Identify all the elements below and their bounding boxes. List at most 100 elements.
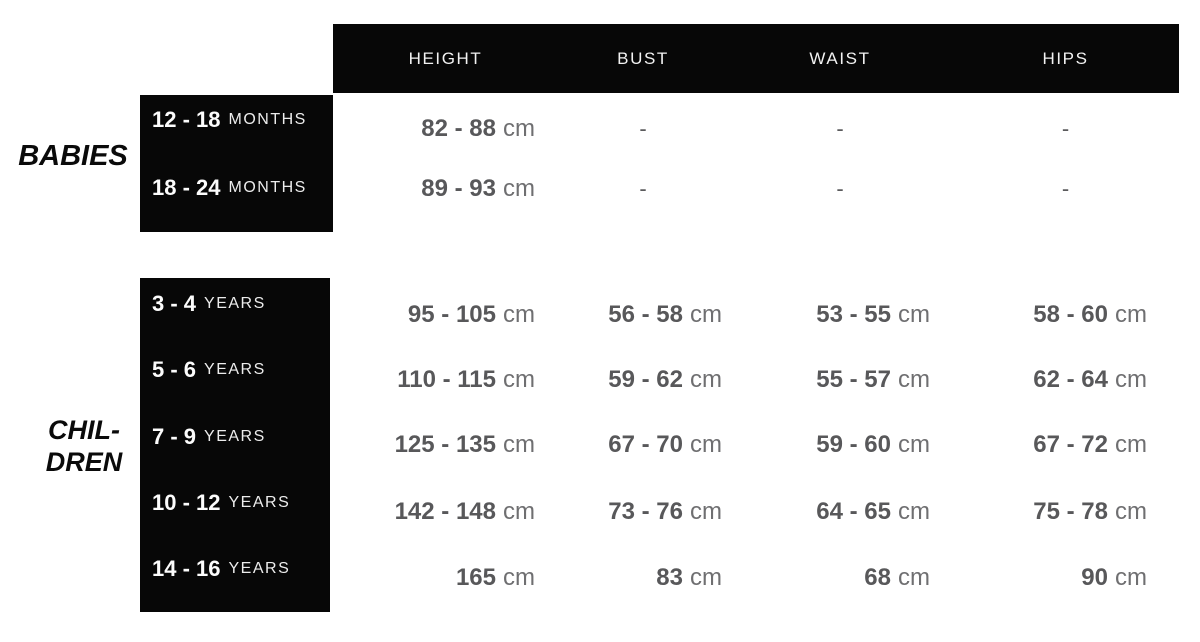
waist-unit: cm bbox=[898, 431, 930, 458]
age-range: 3 - 4 bbox=[152, 291, 197, 316]
hips-cell: 58 - 60 cm bbox=[952, 301, 1179, 329]
table-row: 95 - 105 cm 56 - 58 cm 53 - 55 cm 58 - 60 cm bbox=[333, 301, 1179, 329]
bust-cell: - bbox=[558, 176, 728, 202]
waist-unit: cm bbox=[898, 301, 930, 328]
children-age-box: 3 - 4 YEARS 5 - 6 YEARS 7 - 9 YEARS 10 -… bbox=[140, 278, 330, 612]
height-unit: cm bbox=[503, 301, 535, 328]
waist-unit: cm bbox=[898, 366, 930, 393]
waist-value: - bbox=[836, 116, 844, 141]
age-range: 5 - 6 bbox=[152, 357, 197, 382]
height-cell: 125 - 135 cm bbox=[333, 431, 558, 459]
age-range: 7 - 9 bbox=[152, 424, 197, 449]
age-row: 18 - 24 MONTHS bbox=[152, 174, 307, 202]
hips-value: 62 - 64 bbox=[1033, 366, 1108, 393]
age-unit: MONTHS bbox=[228, 111, 307, 128]
bust-unit: cm bbox=[690, 431, 722, 458]
table-row: 165 cm 83 cm 68 cm 90 cm bbox=[333, 564, 1179, 592]
babies-age-box: 12 - 18 MONTHS 18 - 24 MONTHS bbox=[140, 95, 333, 232]
hips-cell: 67 - 72 cm bbox=[952, 431, 1179, 459]
height-cell: 95 - 105 cm bbox=[333, 301, 558, 329]
waist-cell: 64 - 65 cm bbox=[728, 498, 952, 526]
waist-value: 68 bbox=[864, 564, 891, 591]
table-row: 110 - 115 cm 59 - 62 cm 55 - 57 cm 62 - 64 c… bbox=[333, 366, 1179, 394]
hips-value: - bbox=[1061, 176, 1070, 201]
age-unit: YEARS bbox=[228, 494, 291, 511]
height-value: 82 - 88 bbox=[421, 115, 496, 142]
waist-cell: 68 cm bbox=[728, 564, 952, 592]
bust-cell: 73 - 76 cm bbox=[558, 498, 728, 526]
hips-cell: - bbox=[952, 176, 1179, 202]
bust-value: 67 - 70 bbox=[608, 431, 683, 458]
bust-value: - bbox=[639, 176, 647, 201]
hips-cell: - bbox=[952, 116, 1179, 142]
hips-value: 90 bbox=[1081, 564, 1108, 591]
height-value: 142 - 148 bbox=[394, 498, 496, 525]
hips-cell: 62 - 64 cm bbox=[952, 366, 1179, 394]
bust-cell: 83 cm bbox=[558, 564, 728, 592]
bust-unit: cm bbox=[690, 564, 722, 591]
hips-unit: cm bbox=[1115, 366, 1147, 393]
height-unit: cm bbox=[503, 366, 535, 393]
table-row: 89 - 93 cm - - - bbox=[333, 175, 1179, 203]
height-value: 165 bbox=[455, 564, 496, 591]
group-label-children: CHIL- DREN bbox=[24, 414, 144, 478]
age-row: 7 - 9 YEARS bbox=[152, 423, 266, 451]
age-row: 14 - 16 YEARS bbox=[152, 555, 290, 583]
age-unit: YEARS bbox=[204, 361, 266, 378]
height-unit: cm bbox=[503, 431, 535, 458]
waist-value: 53 - 55 bbox=[816, 301, 891, 328]
hips-unit: cm bbox=[1115, 498, 1147, 525]
height-unit: cm bbox=[503, 564, 535, 591]
column-header-waist: WAIST bbox=[809, 48, 871, 68]
hips-unit: cm bbox=[1115, 564, 1147, 591]
height-value: 89 - 93 bbox=[421, 175, 496, 202]
waist-cell: - bbox=[728, 176, 952, 202]
column-header-height: HEIGHT bbox=[408, 48, 483, 68]
bust-unit: cm bbox=[690, 366, 722, 393]
height-value: 95 - 105 bbox=[407, 301, 496, 328]
waist-value: - bbox=[836, 176, 844, 201]
table-header: HEIGHT BUST WAIST HIPS bbox=[333, 24, 1179, 93]
hips-value: - bbox=[1061, 116, 1070, 141]
group-label-line: DREN bbox=[45, 447, 123, 477]
height-cell: 89 - 93 cm bbox=[333, 175, 558, 203]
column-header-bust: BUST bbox=[617, 48, 669, 68]
group-label-line: CHIL- bbox=[48, 415, 120, 445]
waist-cell: 53 - 55 cm bbox=[728, 301, 952, 329]
age-row: 3 - 4 YEARS bbox=[152, 290, 266, 318]
height-cell: 110 - 115 cm bbox=[333, 366, 558, 394]
waist-value: 59 - 60 bbox=[816, 431, 891, 458]
table-row: 82 - 88 cm - - - bbox=[333, 115, 1179, 143]
height-value: 125 - 135 bbox=[394, 431, 496, 458]
waist-value: 55 - 57 bbox=[816, 366, 891, 393]
age-row: 12 - 18 MONTHS bbox=[152, 106, 307, 134]
bust-cell: - bbox=[558, 116, 728, 142]
age-range: 12 - 18 bbox=[152, 107, 221, 132]
hips-value: 75 - 78 bbox=[1033, 498, 1108, 525]
height-unit: cm bbox=[503, 175, 535, 202]
hips-cell: 90 cm bbox=[952, 564, 1179, 592]
hips-unit: cm bbox=[1115, 301, 1147, 328]
age-unit: YEARS bbox=[228, 560, 291, 577]
bust-unit: cm bbox=[690, 498, 722, 525]
age-range: 18 - 24 bbox=[152, 175, 221, 200]
group-label-babies: BABIES bbox=[18, 140, 128, 172]
height-unit: cm bbox=[503, 498, 535, 525]
height-cell: 82 - 88 cm bbox=[333, 115, 558, 143]
waist-value: 64 - 65 bbox=[816, 498, 891, 525]
waist-cell: 55 - 57 cm bbox=[728, 366, 952, 394]
waist-unit: cm bbox=[898, 564, 930, 591]
bust-value: 56 - 58 bbox=[608, 301, 683, 328]
age-unit: YEARS bbox=[204, 295, 266, 312]
height-cell: 165 cm bbox=[333, 564, 558, 592]
table-row: 125 - 135 cm 67 - 70 cm 59 - 60 cm 67 - 72 c… bbox=[333, 431, 1179, 459]
age-unit: YEARS bbox=[204, 428, 266, 445]
height-unit: cm bbox=[503, 115, 535, 142]
age-range: 10 - 12 bbox=[152, 490, 221, 515]
bust-unit: cm bbox=[690, 301, 722, 328]
age-row: 10 - 12 YEARS bbox=[152, 489, 290, 517]
bust-cell: 56 - 58 cm bbox=[558, 301, 728, 329]
age-row: 5 - 6 YEARS bbox=[152, 356, 266, 384]
table-row: 142 - 148 cm 73 - 76 cm 64 - 65 cm 75 - 78 c… bbox=[333, 498, 1179, 526]
